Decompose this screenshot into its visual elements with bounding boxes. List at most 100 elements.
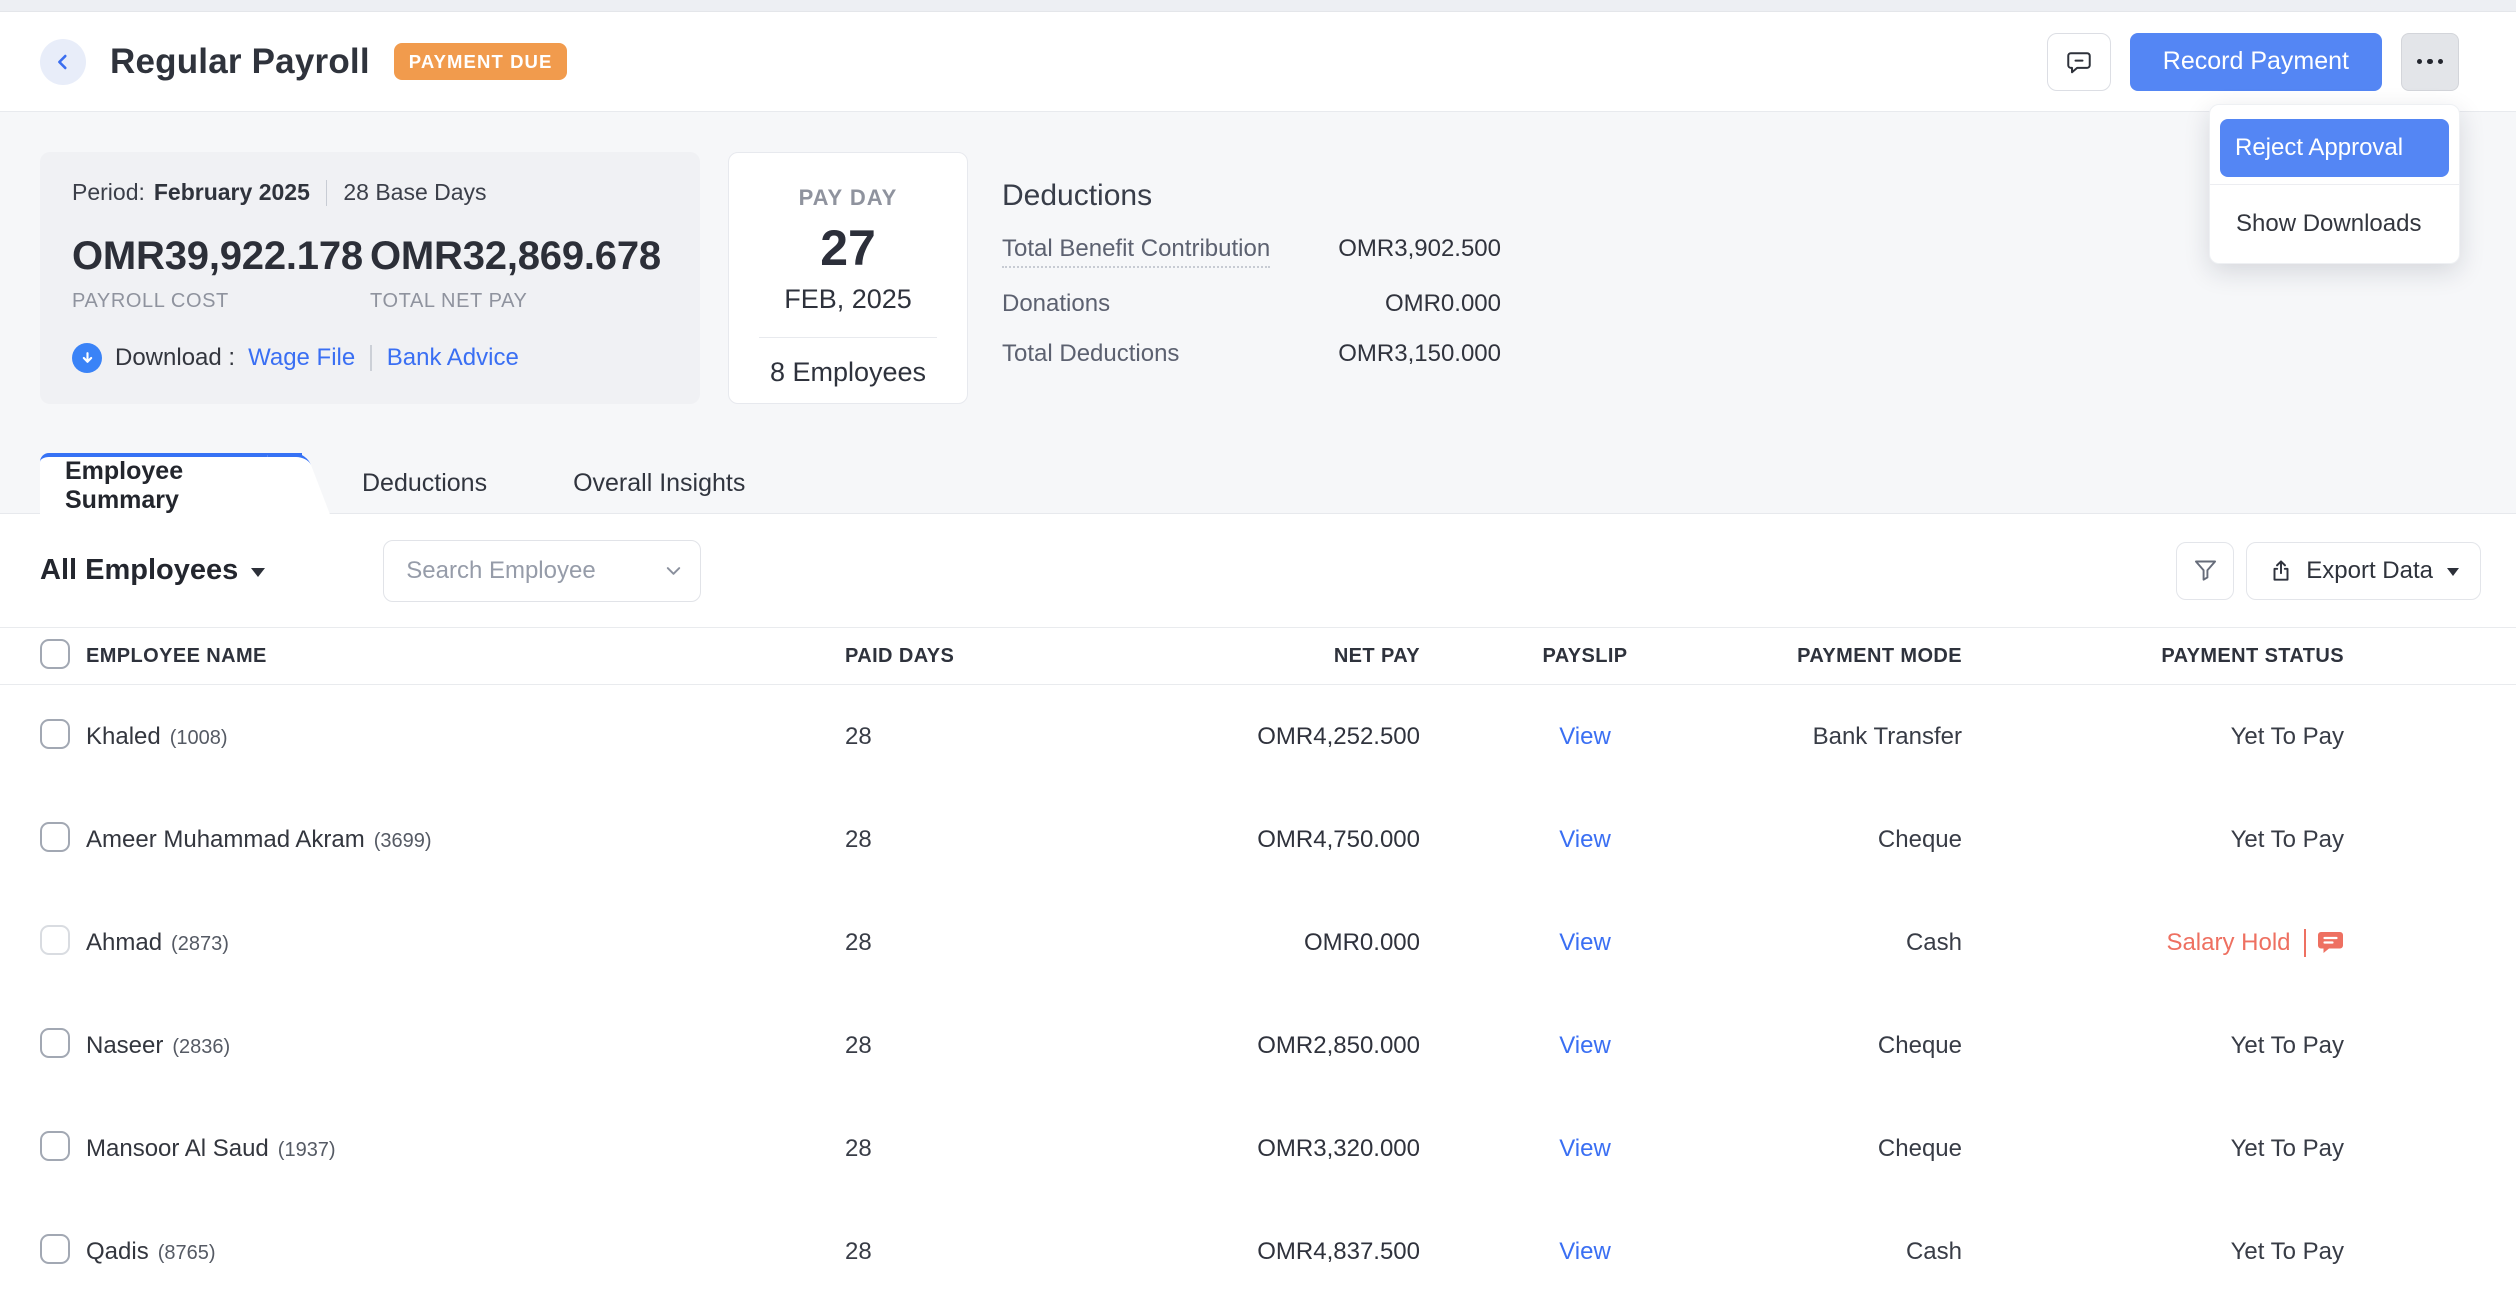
net-pay-cell: OMR0.000 xyxy=(1005,929,1420,957)
payday-month-year: FEB, 2025 xyxy=(784,284,912,315)
employee-id: (3699) xyxy=(374,830,432,852)
tab-deductions[interactable]: Deductions xyxy=(362,453,487,513)
payment-status-cell: Yet To Pay xyxy=(1962,1238,2344,1266)
summary-band: Period: February 2025 28 Base Days OMR39… xyxy=(0,112,2516,404)
page-header: Regular Payroll PAYMENT DUE Record Payme… xyxy=(0,12,2516,112)
record-payment-button[interactable]: Record Payment xyxy=(2130,33,2382,91)
deduction-label-total: Total Deductions xyxy=(1002,340,1179,368)
table-row: Qadis(8765) 28 OMR4,837.500 View Cash Ye… xyxy=(0,1200,2516,1303)
net-pay-cell: OMR4,750.000 xyxy=(1005,826,1420,854)
net-pay-cell: OMR4,252.500 xyxy=(1005,723,1420,751)
employee-name[interactable]: Mansoor Al Saud xyxy=(86,1135,269,1162)
payday-label: PAY DAY xyxy=(799,185,898,211)
page-title: Regular Payroll xyxy=(110,42,370,82)
comments-button[interactable] xyxy=(2047,33,2111,91)
export-data-button[interactable]: Export Data xyxy=(2246,542,2481,600)
tab-employee-summary[interactable]: Employee Summary xyxy=(40,453,302,515)
ellipsis-icon xyxy=(2417,59,2444,65)
net-pay-cell: OMR2,850.000 xyxy=(1005,1032,1420,1060)
employee-name[interactable]: Ameer Muhammad Akram xyxy=(86,826,365,853)
net-pay-cell: OMR3,320.000 xyxy=(1005,1135,1420,1163)
more-options-menu: Reject Approval Show Downloads xyxy=(2209,104,2460,264)
payment-status-cell: Salary Hold xyxy=(1962,929,2344,957)
row-checkbox[interactable] xyxy=(40,1131,70,1161)
payroll-cost-label: PAYROLL COST xyxy=(72,290,370,313)
caret-down-icon xyxy=(251,568,265,577)
window-top-strip xyxy=(0,0,2516,12)
tab-overall-insights[interactable]: Overall Insights xyxy=(573,453,745,513)
payment-mode-cell: Bank Transfer xyxy=(1750,723,1962,751)
employee-summary-panel: All Employees Export Data xyxy=(0,514,2516,1306)
payment-mode-cell: Cheque xyxy=(1750,826,1962,854)
divider xyxy=(370,345,372,371)
menu-item-show-downloads[interactable]: Show Downloads xyxy=(2210,185,2459,263)
employee-id: (2836) xyxy=(172,1036,230,1058)
paid-days-cell: 28 xyxy=(845,826,1005,854)
view-payslip-link[interactable]: View xyxy=(1559,723,1611,750)
more-options-button[interactable] xyxy=(2401,33,2459,91)
payment-mode-cell: Cheque xyxy=(1750,1032,1962,1060)
deduction-value-benefit-contribution: OMR3,902.500 xyxy=(1338,235,1501,263)
deduction-value-total: OMR3,150.000 xyxy=(1338,340,1501,368)
total-net-pay-value: OMR32,869.678 xyxy=(370,234,668,279)
payment-status-cell: Yet To Pay xyxy=(1962,1032,2344,1060)
employee-filter-label: All Employees xyxy=(40,554,238,587)
tab-bar: Employee Summary Deductions Overall Insi… xyxy=(0,453,2516,514)
employee-id: (1008) xyxy=(170,727,228,749)
payment-status-cell: Yet To Pay xyxy=(1962,826,2344,854)
table-row: Naseer(2836) 28 OMR2,850.000 View Cheque… xyxy=(0,994,2516,1097)
status-badge: PAYMENT DUE xyxy=(394,43,568,80)
paid-days-cell: 28 xyxy=(845,723,1005,751)
deduction-label-benefit-contribution[interactable]: Total Benefit Contribution xyxy=(1002,235,1270,268)
wage-file-link[interactable]: Wage File xyxy=(248,344,355,372)
col-payslip: PAYSLIP xyxy=(1420,645,1750,668)
table-row: Ameer Muhammad Akram (3699) 28 OMR4,750.0… xyxy=(0,788,2516,891)
period-label: Period: xyxy=(72,179,145,206)
funnel-icon xyxy=(2192,557,2219,584)
divider xyxy=(2304,929,2307,957)
payment-status-cell: Yet To Pay xyxy=(1962,723,2344,751)
view-payslip-link[interactable]: View xyxy=(1559,826,1611,853)
row-checkbox[interactable] xyxy=(40,1028,70,1058)
chevron-left-icon xyxy=(52,51,74,73)
employee-filter-dropdown[interactable]: All Employees xyxy=(40,554,265,587)
payment-mode-cell: Cash xyxy=(1750,929,1962,957)
table-toolbar: All Employees Export Data xyxy=(0,514,2516,628)
table-header-row: EMPLOYEE NAME PAID DAYS NET PAY PAYSLIP … xyxy=(0,628,2516,685)
select-all-checkbox[interactable] xyxy=(40,639,70,669)
bank-advice-link[interactable]: Bank Advice xyxy=(387,344,519,372)
back-button[interactable] xyxy=(40,39,86,85)
deductions-summary: Deductions Total Benefit Contribution OM… xyxy=(1002,152,1501,368)
menu-item-reject-approval[interactable]: Reject Approval xyxy=(2220,119,2449,177)
employee-name[interactable]: Khaled xyxy=(86,723,161,750)
payment-mode-cell: Cheque xyxy=(1750,1135,1962,1163)
col-payment-status: PAYMENT STATUS xyxy=(1962,645,2344,668)
employee-name[interactable]: Ahmad xyxy=(86,929,162,956)
view-payslip-link[interactable]: View xyxy=(1559,929,1611,956)
hold-comment-icon[interactable] xyxy=(2317,930,2344,955)
view-payslip-link[interactable]: View xyxy=(1559,1135,1611,1162)
paid-days-cell: 28 xyxy=(845,1238,1005,1266)
payday-card: PAY DAY 27 FEB, 2025 8 Employees xyxy=(728,152,968,404)
col-net-pay: NET PAY xyxy=(1005,645,1420,668)
col-payment-mode: PAYMENT MODE xyxy=(1750,645,1962,668)
row-checkbox[interactable] xyxy=(40,1234,70,1264)
view-payslip-link[interactable]: View xyxy=(1559,1238,1611,1265)
table-row: Mansoor Al Saud (1937) 28 OMR3,320.000 Vi… xyxy=(0,1097,2516,1200)
payday-employee-count: 8 Employees xyxy=(770,357,926,388)
payroll-page: Regular Payroll PAYMENT DUE Record Payme… xyxy=(0,0,2516,1302)
deduction-value-donations: OMR0.000 xyxy=(1385,290,1501,318)
row-checkbox[interactable] xyxy=(40,719,70,749)
row-checkbox[interactable] xyxy=(40,822,70,852)
export-icon xyxy=(2268,558,2294,584)
employee-name[interactable]: Naseer xyxy=(86,1032,163,1059)
search-employee-input[interactable] xyxy=(383,540,701,602)
payment-mode-cell: Cash xyxy=(1750,1238,1962,1266)
payment-status-cell: Yet To Pay xyxy=(1962,1135,2344,1163)
employee-id: (1937) xyxy=(278,1139,336,1161)
view-payslip-link[interactable]: View xyxy=(1559,1032,1611,1059)
paid-days-cell: 28 xyxy=(845,1135,1005,1163)
download-icon xyxy=(72,343,102,373)
filter-button[interactable] xyxy=(2176,542,2234,600)
employee-name[interactable]: Qadis xyxy=(86,1238,149,1265)
